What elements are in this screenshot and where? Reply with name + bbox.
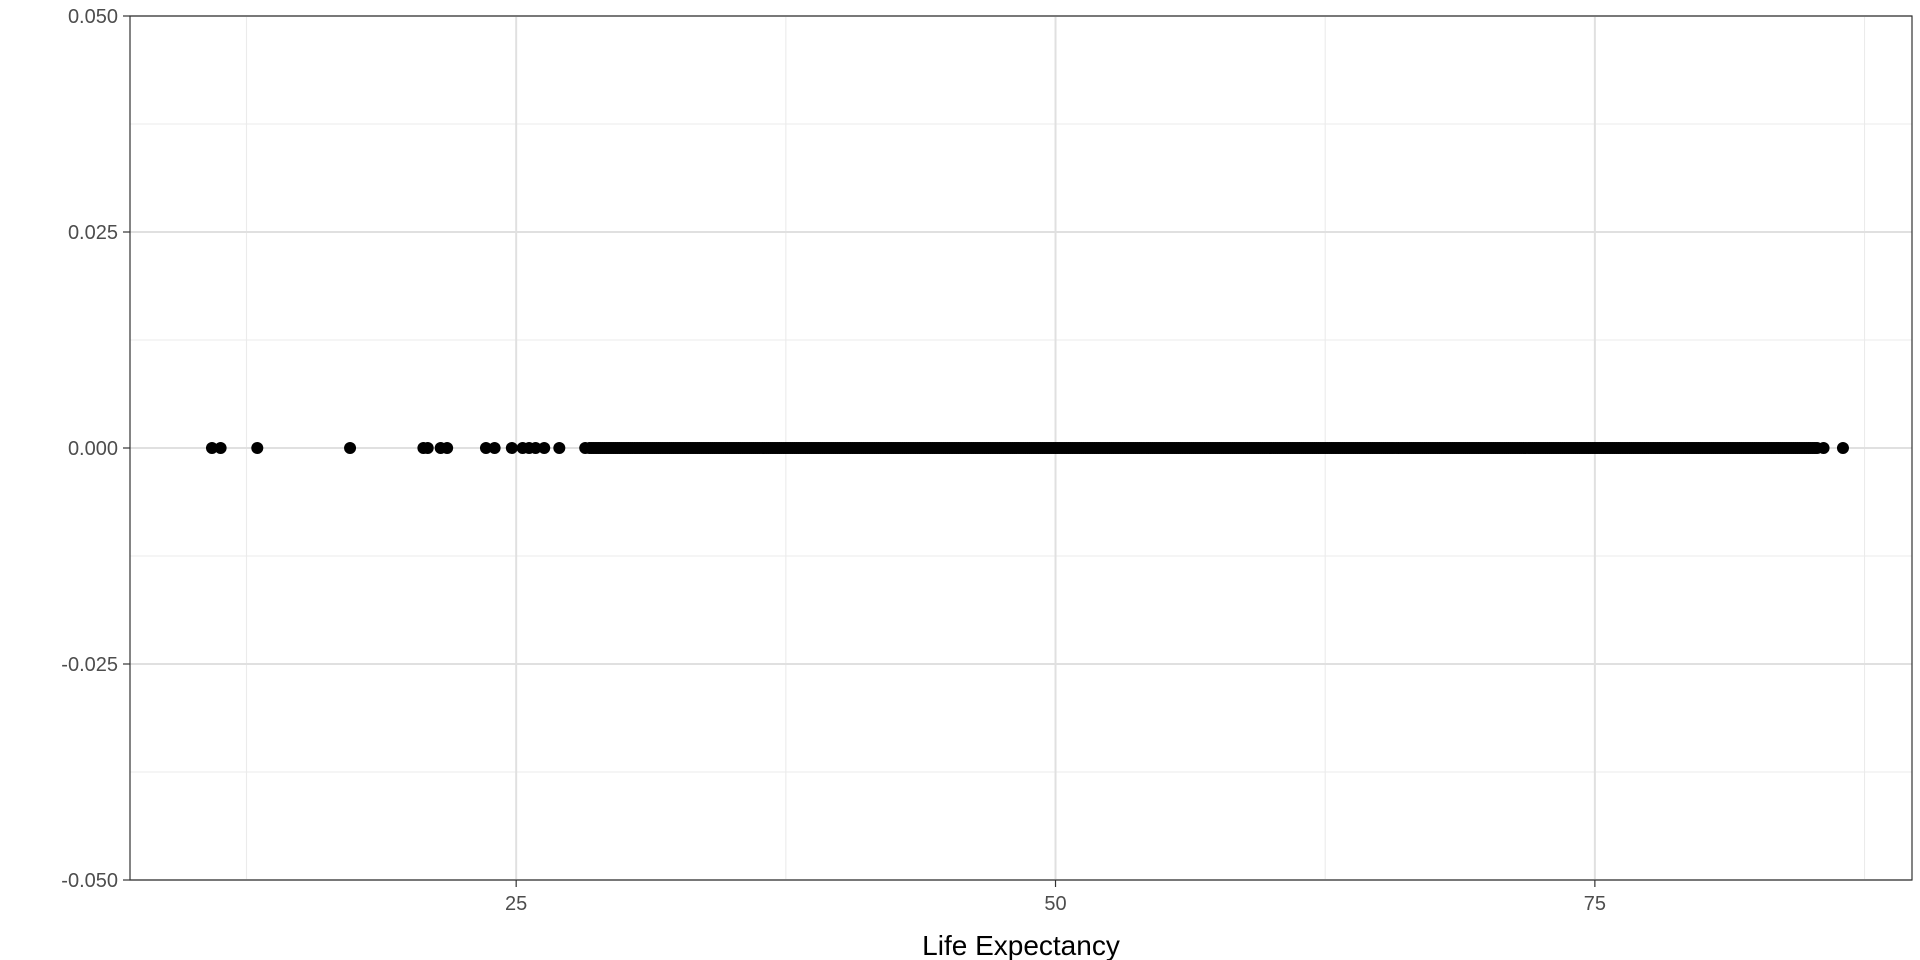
data-point [553, 442, 566, 454]
x-tick-label: 25 [505, 893, 527, 915]
data-point [479, 442, 492, 454]
data-point [505, 442, 518, 454]
data-point [441, 442, 454, 454]
data-point [344, 442, 357, 454]
x-axis-title: Life Expectancy [922, 930, 1120, 960]
data-point [214, 442, 227, 454]
data-point [538, 442, 551, 454]
minor-gridlines [130, 16, 1912, 880]
y-tick-label: 0.025 [68, 222, 118, 244]
x-tick-label: 50 [1044, 893, 1066, 915]
data-points [205, 442, 1849, 454]
data-point [1836, 442, 1849, 454]
x-axis-ticks: 25 50 75 [505, 880, 1606, 915]
y-axis-ticks: -0.050 -0.025 0.000 0.025 0.050 [61, 6, 130, 892]
y-tick-label: -0.050 [61, 870, 118, 892]
data-point [421, 442, 434, 454]
data-point [251, 442, 264, 454]
y-tick-label: 0.050 [68, 6, 118, 28]
data-point [529, 442, 542, 454]
data-point [1817, 442, 1830, 454]
data-point [205, 442, 218, 454]
x-tick-label: 75 [1584, 893, 1606, 915]
y-tick-label: 0.000 [68, 438, 118, 460]
y-tick-label: -0.025 [61, 654, 118, 676]
data-point [488, 442, 501, 454]
